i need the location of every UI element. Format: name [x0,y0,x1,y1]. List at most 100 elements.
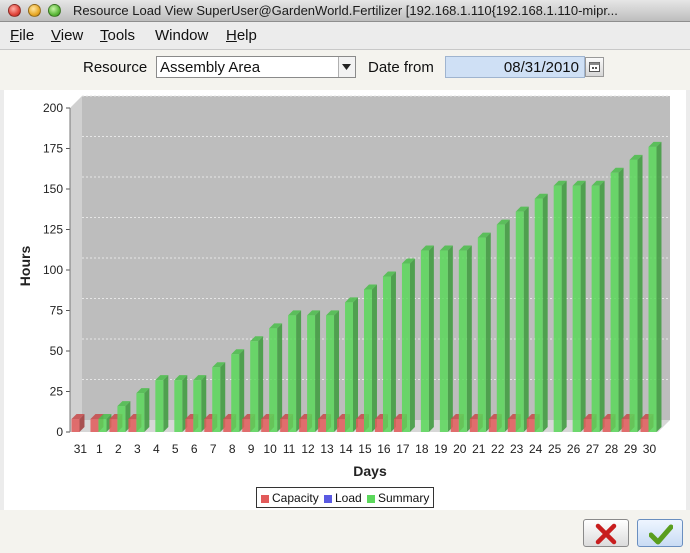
menu-help[interactable]: Help [226,27,257,44]
summary-bar [401,263,410,432]
summary-bar-top [458,245,472,251]
x-tick-label: 7 [210,442,217,456]
x-tick-label: 22 [491,442,505,456]
capacity-bar [602,419,611,432]
summary-bar-side [371,284,377,432]
summary-bar-top [307,310,321,316]
y-tick-label: 50 [50,344,64,358]
y-tick-label: 75 [50,304,64,318]
summary-bar [326,315,335,432]
y-tick-label: 200 [43,101,63,115]
ok-button[interactable] [637,519,683,547]
resource-load-chart: 0 25 50 75 100 125 150 175 200 31 1 2 3 4 5 6 7 8 9 10 11 12 1… [4,90,686,510]
capacity-bar [261,419,270,432]
resource-select[interactable]: Assembly Area [156,56,356,78]
summary-bar-top [136,388,150,394]
summary-bar-side [409,258,415,432]
x-tick-label: 4 [153,442,160,456]
summary-bar-side [144,388,150,432]
date-from-field[interactable]: 08/31/2010 [445,56,585,78]
summary-bar [250,341,259,432]
summary-bar-top [345,297,358,303]
capacity-bar [393,419,402,432]
menu-file[interactable]: File [10,27,35,44]
summary-bar-top [648,141,662,147]
x-tick-label: 21 [472,442,486,456]
capacity-bar-top [90,414,104,420]
summary-bar-side [390,271,396,432]
capacity-bar [204,419,213,432]
ok-checkmark-icon [649,524,673,545]
x-tick-label: 15 [358,442,372,456]
summary-bar [458,250,467,432]
summary-bar [307,315,316,432]
menu-window[interactable]: Window [155,27,209,44]
summary-bar-top [193,375,207,381]
x-tick-label: 27 [586,442,600,456]
capacity-bar [128,419,137,432]
x-tick-label: 19 [434,442,448,456]
close-window-button[interactable] [8,4,21,17]
summary-bar-top [174,375,188,381]
summary-bar [553,185,562,432]
summary-bar [477,237,486,432]
legend-swatch-summary [367,495,375,503]
x-tick-label: 24 [529,442,543,456]
menu-bar: File View Tools Window Help [0,22,690,50]
summary-bar-top [439,245,453,251]
capacity-bar [621,419,630,432]
summary-bar [155,380,164,432]
summary-bar-top [98,414,112,420]
date-from-value: 08/31/2010 [503,59,579,76]
x-tick-label: 8 [229,442,236,456]
calendar-icon [589,62,600,72]
y-axis-title: Hours [17,246,33,287]
capacity-bar [318,419,327,432]
summary-bar [269,328,278,432]
x-tick-label: 6 [191,442,198,456]
summary-bar-top [496,219,510,225]
capacity-bar [356,419,364,432]
summary-bar-top [250,336,264,342]
summary-bar [515,211,524,432]
capacity-bar [337,419,346,432]
summary-bar-side [182,375,188,432]
summary-bar-side [296,310,302,432]
capacity-bar [640,419,649,432]
summary-bar-side [163,375,169,432]
summary-bar-top [610,167,624,173]
summary-bar [231,354,240,432]
summary-bar [648,146,657,432]
calendar-button[interactable] [585,57,604,77]
summary-bar-side [485,232,491,432]
summary-bar [591,185,600,432]
summary-bar [534,198,543,432]
summary-bar-side [504,219,510,432]
summary-bar-side [220,362,226,432]
legend-label-capacity: Capacity [272,491,319,505]
x-tick-label: 16 [377,442,391,456]
x-tick-label: 29 [624,442,638,456]
x-tick-label: 18 [415,442,429,456]
menu-tools[interactable]: Tools [100,27,136,44]
minimize-window-button[interactable] [28,4,41,17]
capacity-bar [280,419,289,432]
capacity-bar [242,419,251,432]
zoom-window-button[interactable] [48,4,61,17]
y-tick-label: 0 [56,425,63,439]
cancel-button[interactable] [583,519,629,547]
capacity-bar [109,419,118,432]
menu-view[interactable]: View [51,27,84,44]
summary-bar-top [288,310,302,316]
x-tick-label: 1 [96,442,103,456]
summary-bar [439,250,448,432]
summary-bar-top [117,401,131,407]
y-tick-label: 25 [50,385,64,399]
capacity-bar [90,419,99,432]
dropdown-arrow-icon[interactable] [338,57,355,77]
x-tick-label: 5 [172,442,179,456]
y-tick-label: 175 [43,142,63,156]
summary-bar [364,289,372,432]
x-tick-label: 17 [396,442,410,456]
capacity-bar [375,419,383,432]
